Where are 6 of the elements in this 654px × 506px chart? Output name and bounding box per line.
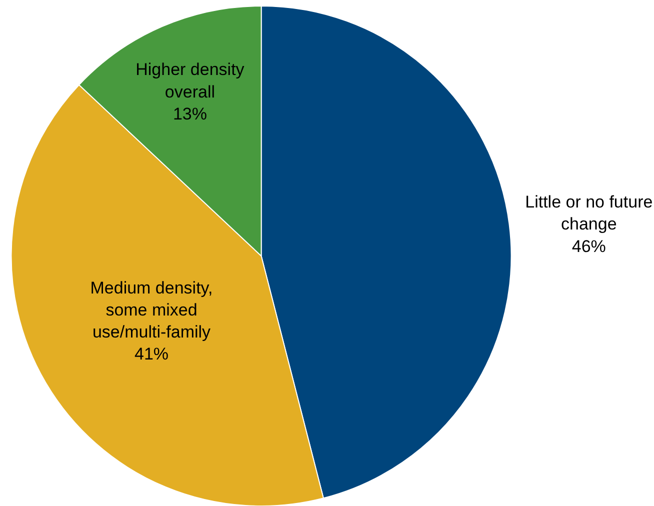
slice-label: Higher density overall <box>136 60 245 102</box>
slice-label: Little or no future change <box>525 192 653 234</box>
data-label: 13% <box>172 104 207 124</box>
slice-label: Medium density, some mixed use/multi-family <box>90 278 213 342</box>
data-label: 41% <box>134 344 169 364</box>
data-label: 46% <box>572 236 606 256</box>
